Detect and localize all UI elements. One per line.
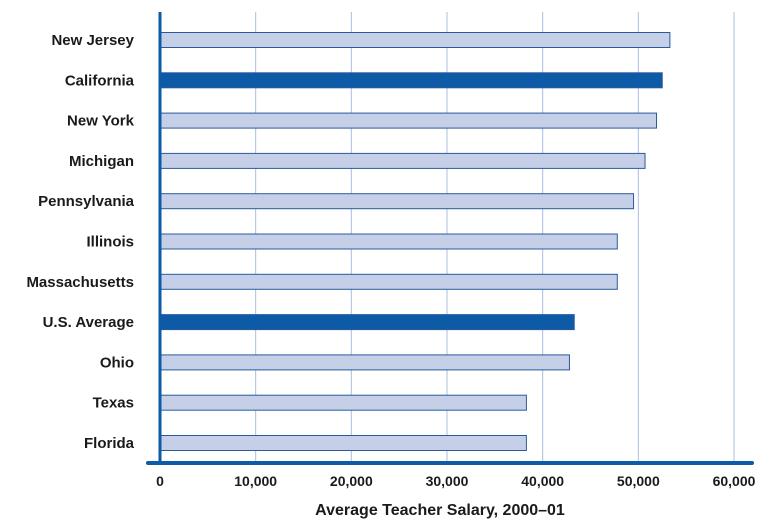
bar-4: [159, 193, 635, 210]
axes: [146, 12, 754, 465]
category-label-9: Texas: [93, 395, 134, 412]
bar-2: [159, 112, 658, 129]
bar-8: [159, 354, 570, 371]
x-tick-label-5: 50,000: [617, 473, 660, 489]
x-tick-label-6: 60,000: [713, 473, 756, 489]
category-label-10: Florida: [84, 435, 135, 452]
x-tick-label-3: 30,000: [426, 473, 469, 489]
bar-3: [159, 152, 646, 169]
category-label-1: California: [65, 72, 135, 89]
category-label-5: Illinois: [86, 234, 134, 251]
bar-0: [159, 32, 671, 48]
category-label-2: New York: [67, 113, 135, 130]
x-tick-label-2: 20,000: [330, 473, 373, 489]
bar-7: [159, 314, 575, 331]
category-label-7: U.S. Average: [43, 314, 134, 331]
bar-10: [159, 435, 527, 451]
x-tick-label-4: 40,000: [521, 473, 564, 489]
category-label-0: New Jersey: [51, 32, 134, 49]
category-label-8: Ohio: [100, 354, 134, 371]
category-label-4: Pennsylvania: [38, 193, 135, 210]
bar-5: [159, 233, 618, 250]
bar-9: [159, 394, 527, 411]
labels: New Jersey California New York Michigan Penn…: [26, 32, 755, 489]
bar-6: [159, 273, 618, 290]
x-tick-label-0: 0: [156, 473, 164, 489]
category-label-6: Massachusetts: [26, 274, 134, 291]
x-axis-title: Average Teacher Salary, 2000–01: [315, 502, 565, 519]
category-label-3: Michigan: [69, 153, 134, 170]
bar-1: [159, 72, 663, 89]
x-tick-label-1: 10,000: [234, 473, 277, 489]
bars: [159, 32, 671, 451]
